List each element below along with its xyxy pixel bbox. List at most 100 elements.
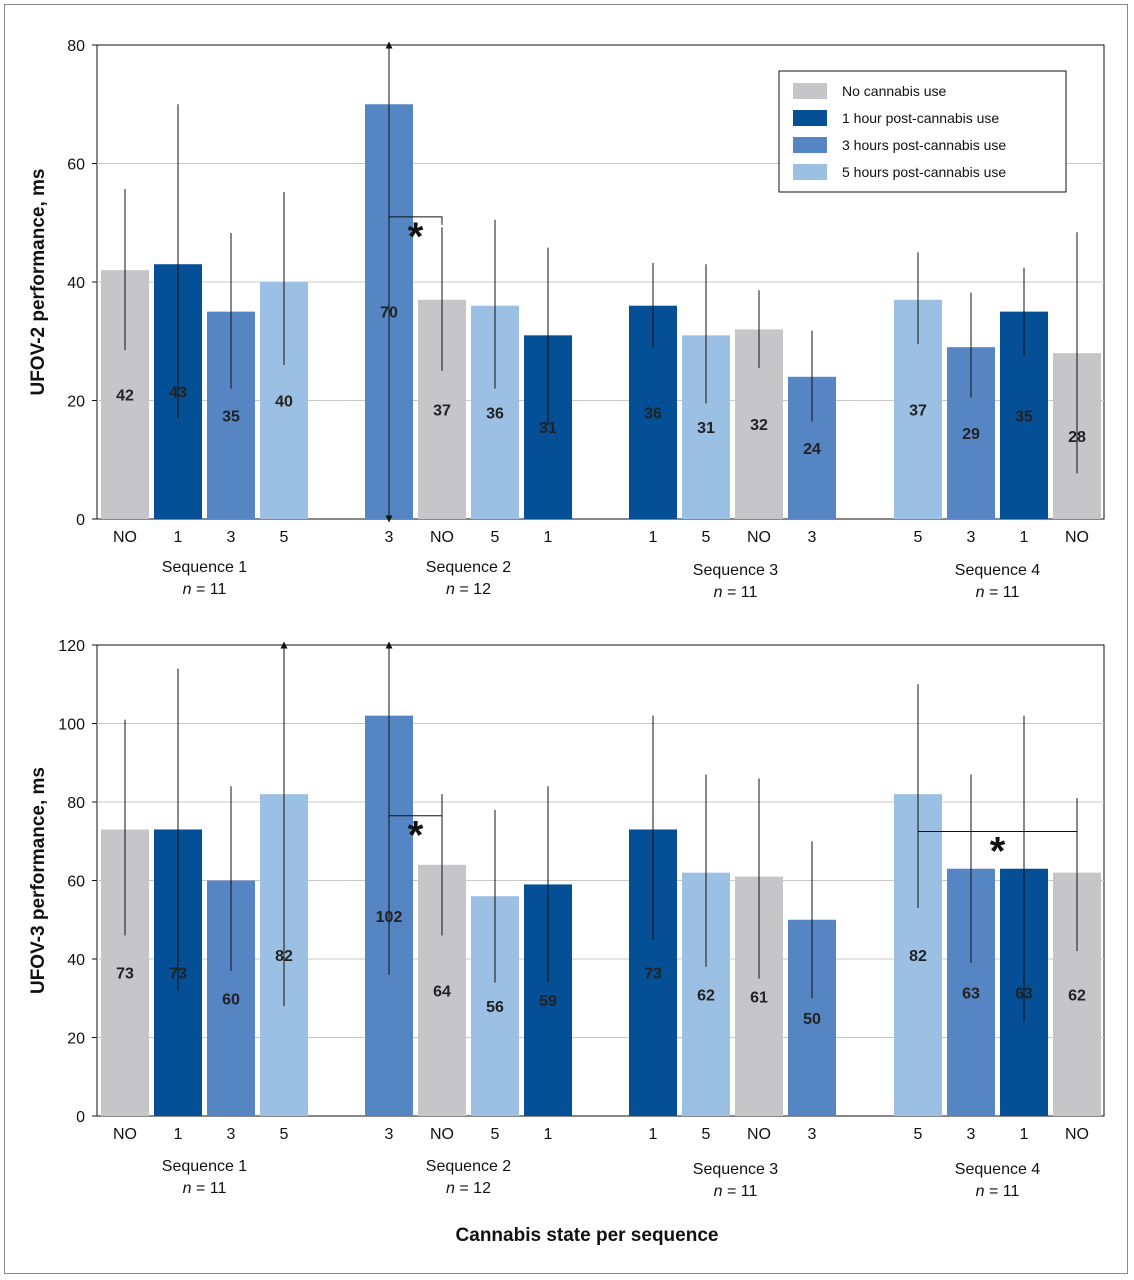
category-label: 5	[914, 529, 923, 546]
category-label: NO	[430, 1126, 454, 1143]
bar-value-label: 62	[1068, 987, 1086, 1004]
significance-bracket	[917, 830, 1078, 840]
bar-value-label: 73	[644, 966, 662, 983]
legend-label: 3 hours post-cannabis use	[842, 137, 1006, 153]
category-label: 3	[385, 1126, 394, 1143]
legend-label: 1 hour post-cannabis use	[842, 110, 999, 126]
bar-value-label: 73	[169, 966, 187, 983]
significance-star: *	[408, 814, 424, 858]
sample-size-label: n = 12	[446, 581, 491, 598]
sequence-label: Sequence 2	[426, 559, 512, 576]
legend-swatch	[793, 83, 827, 99]
y-tick-label: 20	[67, 394, 85, 411]
sample-size-n: n	[714, 584, 723, 601]
sample-size-value: = 11	[723, 1183, 758, 1200]
sample-size-value: = 12	[455, 1180, 491, 1197]
y-tick-label: 0	[76, 1109, 85, 1126]
legend-swatch	[793, 110, 827, 126]
bar-value-label: 32	[750, 417, 768, 434]
sample-size-value: = 11	[192, 581, 227, 598]
sample-size-value: = 11	[723, 584, 758, 601]
category-label: NO	[1065, 1126, 1089, 1143]
sequence-label: Sequence 1	[162, 1158, 248, 1175]
sample-size-label: n = 11	[714, 1183, 758, 1200]
category-label: 3	[808, 1126, 817, 1143]
category-label: 3	[227, 1126, 236, 1143]
bar-value-label: 63	[1015, 985, 1033, 1002]
sample-size-value: = 12	[455, 581, 491, 598]
bar-value-label: 63	[962, 985, 980, 1002]
sample-size-label: n = 11	[714, 584, 758, 601]
sample-size-value: = 11	[985, 584, 1020, 601]
bar-value-label: 43	[169, 385, 187, 402]
bar-value-label: 35	[222, 408, 240, 425]
y-tick-label: 20	[67, 1031, 85, 1048]
category-label: 1	[174, 1126, 183, 1143]
bar-value-label: 42	[116, 388, 134, 405]
bar-value-label: 31	[697, 420, 715, 437]
y-tick-label: 100	[58, 717, 85, 734]
bar-value-label: 28	[1068, 429, 1086, 446]
bar-value-label: 37	[909, 402, 927, 419]
category-label: NO	[430, 529, 454, 546]
bar-value-label: 35	[1015, 408, 1033, 425]
category-label: NO	[113, 1126, 137, 1143]
legend-swatch	[793, 164, 827, 180]
category-label: NO	[747, 1126, 771, 1143]
sample-size-n: n	[976, 1183, 985, 1200]
sample-size-value: = 11	[985, 1183, 1020, 1200]
category-label: 3	[967, 529, 976, 546]
bar-value-label: 56	[486, 999, 504, 1016]
sample-size-label: n = 12	[446, 1180, 491, 1197]
bar-value-label: 31	[539, 420, 557, 437]
sample-size-label: n = 11	[976, 1183, 1020, 1200]
sample-size-n: n	[446, 581, 455, 598]
legend-label: No cannabis use	[842, 83, 947, 99]
significance-bracket	[388, 216, 443, 225]
sample-size-label: n = 11	[183, 581, 227, 598]
bar-value-label: 37	[433, 402, 451, 419]
sample-size-n: n	[183, 1180, 192, 1197]
bar-value-label: 59	[539, 993, 557, 1010]
category-label: 1	[649, 529, 658, 546]
sequence-label: Sequence 4	[955, 562, 1041, 579]
legend: No cannabis use 1 hour post-cannabis use 3…	[778, 70, 1067, 193]
y-axis-title: UFOV-3 performance, ms	[28, 767, 49, 994]
bar-value-label: 64	[433, 983, 451, 1000]
bar-value-label: 40	[275, 394, 293, 411]
category-label: 3	[227, 529, 236, 546]
sequence-label: Sequence 4	[955, 1161, 1041, 1178]
sequence-label: Sequence 3	[693, 562, 779, 579]
y-tick-label: 0	[76, 512, 85, 529]
sample-size-n: n	[446, 1180, 455, 1197]
sample-size-n: n	[183, 581, 192, 598]
y-tick-label: 60	[67, 157, 85, 174]
sample-size-label: n = 11	[976, 584, 1020, 601]
chart-panel-2: 0 20 40 60 80 100 120 UFOV-3 performance, ms 73 N…	[28, 638, 1105, 1200]
bar-value-label: 70	[380, 305, 398, 322]
y-tick-label: 120	[58, 638, 85, 655]
figure-frame	[4, 4, 1128, 1274]
category-label: 1	[544, 529, 553, 546]
category-label: 1	[174, 529, 183, 546]
sample-size-n: n	[976, 584, 985, 601]
category-label: 3	[967, 1126, 976, 1143]
bar-value-label: 24	[803, 441, 821, 458]
category-label: 3	[385, 529, 394, 546]
sample-size-value: = 11	[192, 1180, 227, 1197]
sample-size-label: n = 11	[183, 1180, 227, 1197]
bar-value-label: 82	[909, 948, 927, 965]
y-axis-title: UFOV-2 performance, ms	[28, 168, 49, 395]
category-label: 5	[280, 529, 289, 546]
x-axis-title: Cannabis state per sequence	[456, 1225, 719, 1246]
category-label: 5	[702, 1126, 711, 1143]
bar-value-label: 29	[962, 426, 980, 443]
category-label: 5	[702, 529, 711, 546]
y-tick-label: 80	[67, 795, 85, 812]
category-label: 1	[1020, 529, 1029, 546]
y-tick-label: 60	[67, 874, 85, 891]
bar-value-label: 36	[486, 405, 504, 422]
category-label: 5	[491, 529, 500, 546]
